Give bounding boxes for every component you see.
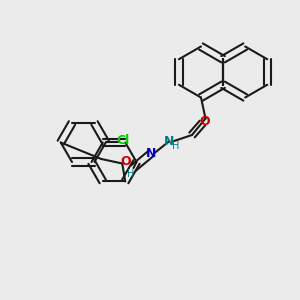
Text: H: H [127, 169, 134, 179]
Text: Cl: Cl [116, 134, 130, 148]
Text: O: O [200, 115, 210, 128]
Text: H: H [172, 140, 180, 151]
Text: O: O [121, 155, 131, 169]
Text: N: N [164, 134, 175, 148]
Text: N: N [146, 146, 157, 160]
